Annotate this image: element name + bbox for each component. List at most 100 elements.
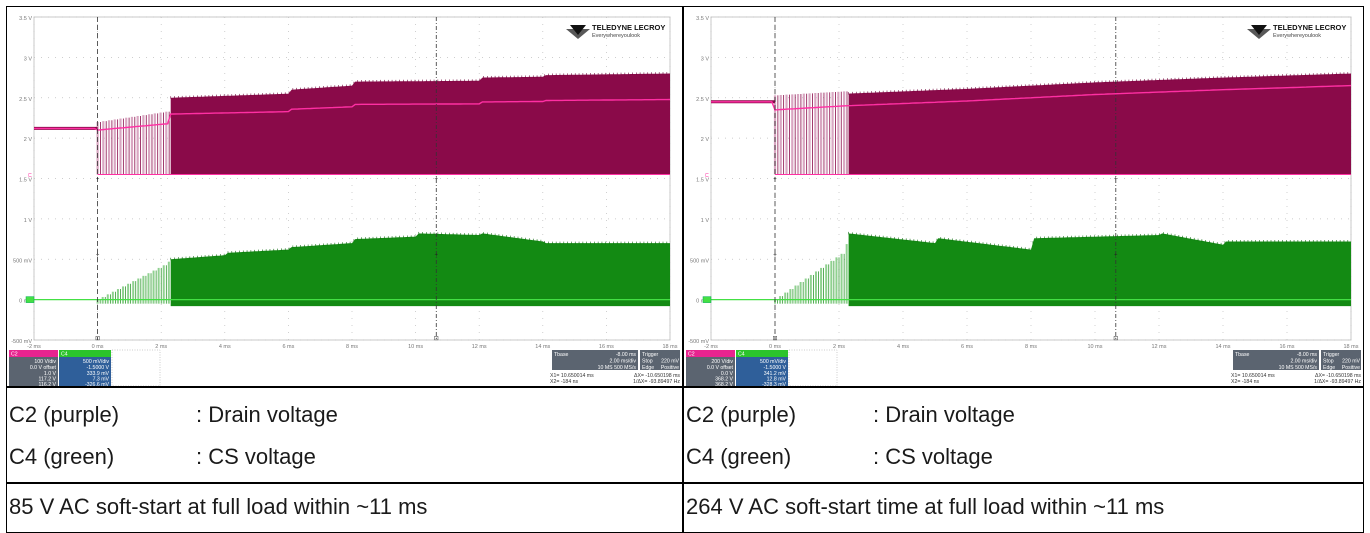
y-tick-label: 1 V (701, 218, 710, 224)
x-tick-label: 8 ms (346, 344, 358, 350)
c4-switching-envelope (170, 233, 670, 307)
oscilloscope-capture-85vac: 3.5 V 3 V 2.5 V 2 V 1.5 V 1 V 500 mV 0 mV -500 m… (9, 16, 680, 386)
x-tick-label: -2 ms (27, 344, 41, 350)
cursor-marker: ⊡ (772, 336, 777, 342)
y-tick-label: 0 mV (696, 299, 709, 305)
trigger-level: 220 mV (1342, 359, 1360, 365)
c2-cursor-v2: 117.2 V (39, 377, 57, 383)
measurement-cursors: ⊡ + + ⊡ + + (772, 17, 1118, 342)
x-tick-label: 4 ms (897, 344, 909, 350)
x-tick-label: 18 ms (663, 344, 678, 350)
sample-rate: 10 MS 500 MS/s (1279, 365, 1318, 371)
x-tick-label: 6 ms (961, 344, 973, 350)
c2-scale: 100 V/div (34, 359, 56, 365)
c2-ground-marker: ⊏ (28, 172, 32, 178)
c4-ground-marker (25, 296, 35, 303)
y-tick-label: 0 mV (19, 299, 32, 305)
cursor-cross: + (1114, 177, 1118, 183)
c2-average-trace (34, 98, 671, 131)
x-tick-label: 10 ms (408, 344, 423, 350)
logo-mark-icon (1247, 29, 1271, 39)
x-tick-label: 12 ms (472, 344, 487, 350)
c4-ground-marker (702, 296, 712, 303)
series-c4-cs-voltage (711, 231, 1351, 307)
c2-cursor-v1: 1.0 V (44, 371, 57, 377)
c2-scale: 200 V/div (711, 359, 733, 365)
cursor-x1: X1= 10.650014 ms (1231, 373, 1275, 379)
c2-label: C2 (11, 352, 18, 358)
x-tick-label: 10 ms (1088, 344, 1103, 350)
cursor-x1: X1= 10.650014 ms (550, 373, 594, 379)
cursor-x2: X2= -184 ns (1231, 379, 1260, 385)
cursor-marker: ⊡ (434, 336, 439, 342)
logo-mark-icon (566, 29, 590, 39)
time-per-div: 2.00 ms/div (1290, 359, 1317, 365)
c4-delta-v: -326.6 mV (85, 382, 109, 386)
scope-panel-264vac: 3.5 V 3 V 2.5 V 2 V 1.5 V 1 V 500 mV 0 mV -500 m… (683, 6, 1364, 387)
y-tick-label: 3.5 V (19, 16, 32, 22)
empty-channel-slot (788, 349, 838, 386)
trigger-type: Edge (1323, 365, 1335, 371)
cursor-cross: + (435, 253, 439, 259)
x-tick-label: 6 ms (282, 344, 294, 350)
cursor-frequency: 1/ΔX= -93.89497 Hz (633, 379, 680, 385)
x-tick-label: 14 ms (1216, 344, 1231, 350)
legend-channel-desc: : Drain voltage (873, 402, 1015, 427)
c2-readout-header (686, 350, 735, 357)
x-tick-label: -2 ms (704, 344, 718, 350)
legend-cell-right: C2 (purple) : Drain voltage C4 (green) :… (683, 387, 1364, 483)
cursor-cross: + (773, 253, 777, 259)
x-tick-label: 2 ms (155, 344, 167, 350)
c4-cursor-v2: 7.3 mV (93, 377, 110, 383)
y-tick-label: 2 V (701, 137, 710, 143)
y-tick-label: -500 mV (688, 339, 709, 345)
tbase-label: Tbase (554, 352, 569, 358)
c4-delta-v: -328.3 mV (762, 382, 786, 386)
tbase-value: -8.00 ms (1297, 352, 1318, 358)
trigger-box (640, 350, 680, 370)
trigger-mode: Stop (1323, 359, 1334, 365)
cursor-cross: + (773, 177, 777, 183)
legend-channel-desc: : Drain voltage (196, 402, 338, 427)
x-tick-label: 14 ms (535, 344, 550, 350)
c2-delta-v: 116.2 V (39, 382, 57, 386)
c4-label: C4 (738, 352, 745, 358)
y-tick-label: 2.5 V (19, 97, 32, 103)
c4-offset: -1.5000 V (764, 365, 787, 371)
c4-switching-envelope (848, 233, 1351, 307)
trigger-level: 220 mV (661, 359, 679, 365)
logo-tagline: Everywhereyoulook (1273, 33, 1321, 39)
y-tick-label: 2 V (24, 137, 33, 143)
c4-scale: 500 mV/div (83, 359, 109, 365)
c4-offset: -1.5000 V (87, 365, 110, 371)
empty-channel-slot (111, 349, 161, 386)
y-tick-label: 500 mV (13, 258, 32, 264)
cursor-marker: ⊡ (95, 336, 100, 342)
trigger-box (1321, 350, 1361, 370)
y-tick-label: 1 V (24, 218, 33, 224)
x-tick-label: 0 ms (92, 344, 104, 350)
c2-switching-envelope (848, 73, 1351, 175)
cursor-delta-x: ΔX= -10.650198 ms (634, 373, 680, 379)
c4-readout-header (59, 350, 111, 357)
scope-panel-85vac: 3.5 V 3 V 2.5 V 2 V 1.5 V 1 V 500 mV 0 mV -500 m… (6, 6, 683, 387)
cursor-cross: + (96, 253, 100, 259)
cursor-cross: + (435, 177, 439, 183)
trigger-label: Trigger (1323, 352, 1340, 358)
series-c4-cs-voltage (34, 231, 670, 307)
y-tick-label: 3 V (701, 56, 710, 62)
legend-channel-desc: : CS voltage (196, 444, 316, 469)
c2-delta-v: 368.2 V (715, 382, 733, 386)
x-tick-label: 16 ms (599, 344, 614, 350)
y-tick-label: 3 V (24, 56, 33, 62)
trigger-type: Edge (642, 365, 654, 371)
cursor-frequency: 1/ΔX= -93.89497 Hz (1314, 379, 1361, 385)
c2-switching-envelope (170, 73, 670, 175)
logo-brand: TELEDYNE LECROY (592, 23, 665, 32)
c2-offset: 0.0 V offset (30, 365, 57, 371)
x-tick-label: 12 ms (1152, 344, 1167, 350)
